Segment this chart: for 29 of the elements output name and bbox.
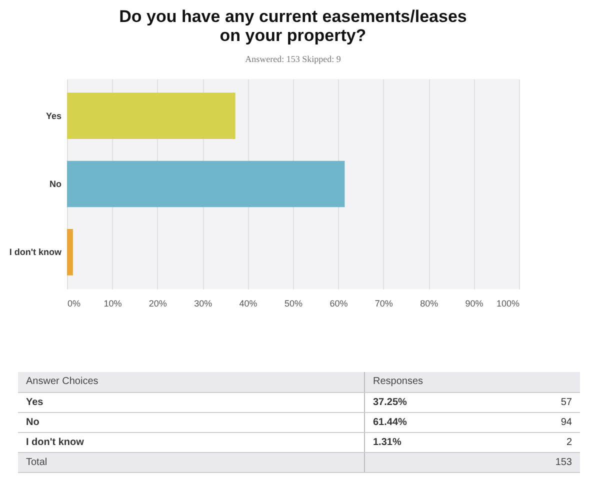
text: 2 [504,432,580,452]
x-tick-label: 80% [420,298,438,308]
x-tick-label: 20% [148,298,167,308]
text: 37.25% [364,392,505,412]
text: Responses [364,372,580,392]
text: on your property? [220,26,366,45]
text: 94 [504,412,580,432]
chart-subtitle: Answered: 153 Skipped: 9 [245,54,342,64]
x-tick-label: 30% [194,298,212,308]
x-tick-label: 100% [496,298,520,308]
x-tick-label: 50% [284,298,303,308]
text: Answer Choices [18,372,364,392]
text: 1.31% [364,432,505,452]
text: 61.44% [364,412,505,432]
x-tick-label: 0% [68,298,81,308]
text: Total [18,452,364,472]
text: Do you have any current easements/leases [119,7,467,26]
x-tick-label: 90% [465,298,484,308]
category-label: Yes [26,396,44,408]
y-tick-label: I don't know [9,247,62,258]
text: 57 [504,392,580,412]
x-tick-label: 60% [330,298,348,308]
y-tick-label: Yes [46,110,62,121]
x-tick-label: 70% [374,298,393,308]
x-tick-label: 10% [104,298,122,308]
y-tick-label: No [50,179,62,189]
x-tick-label: 40% [239,298,258,308]
text: 153 [364,452,580,472]
category-label: No [26,416,40,428]
